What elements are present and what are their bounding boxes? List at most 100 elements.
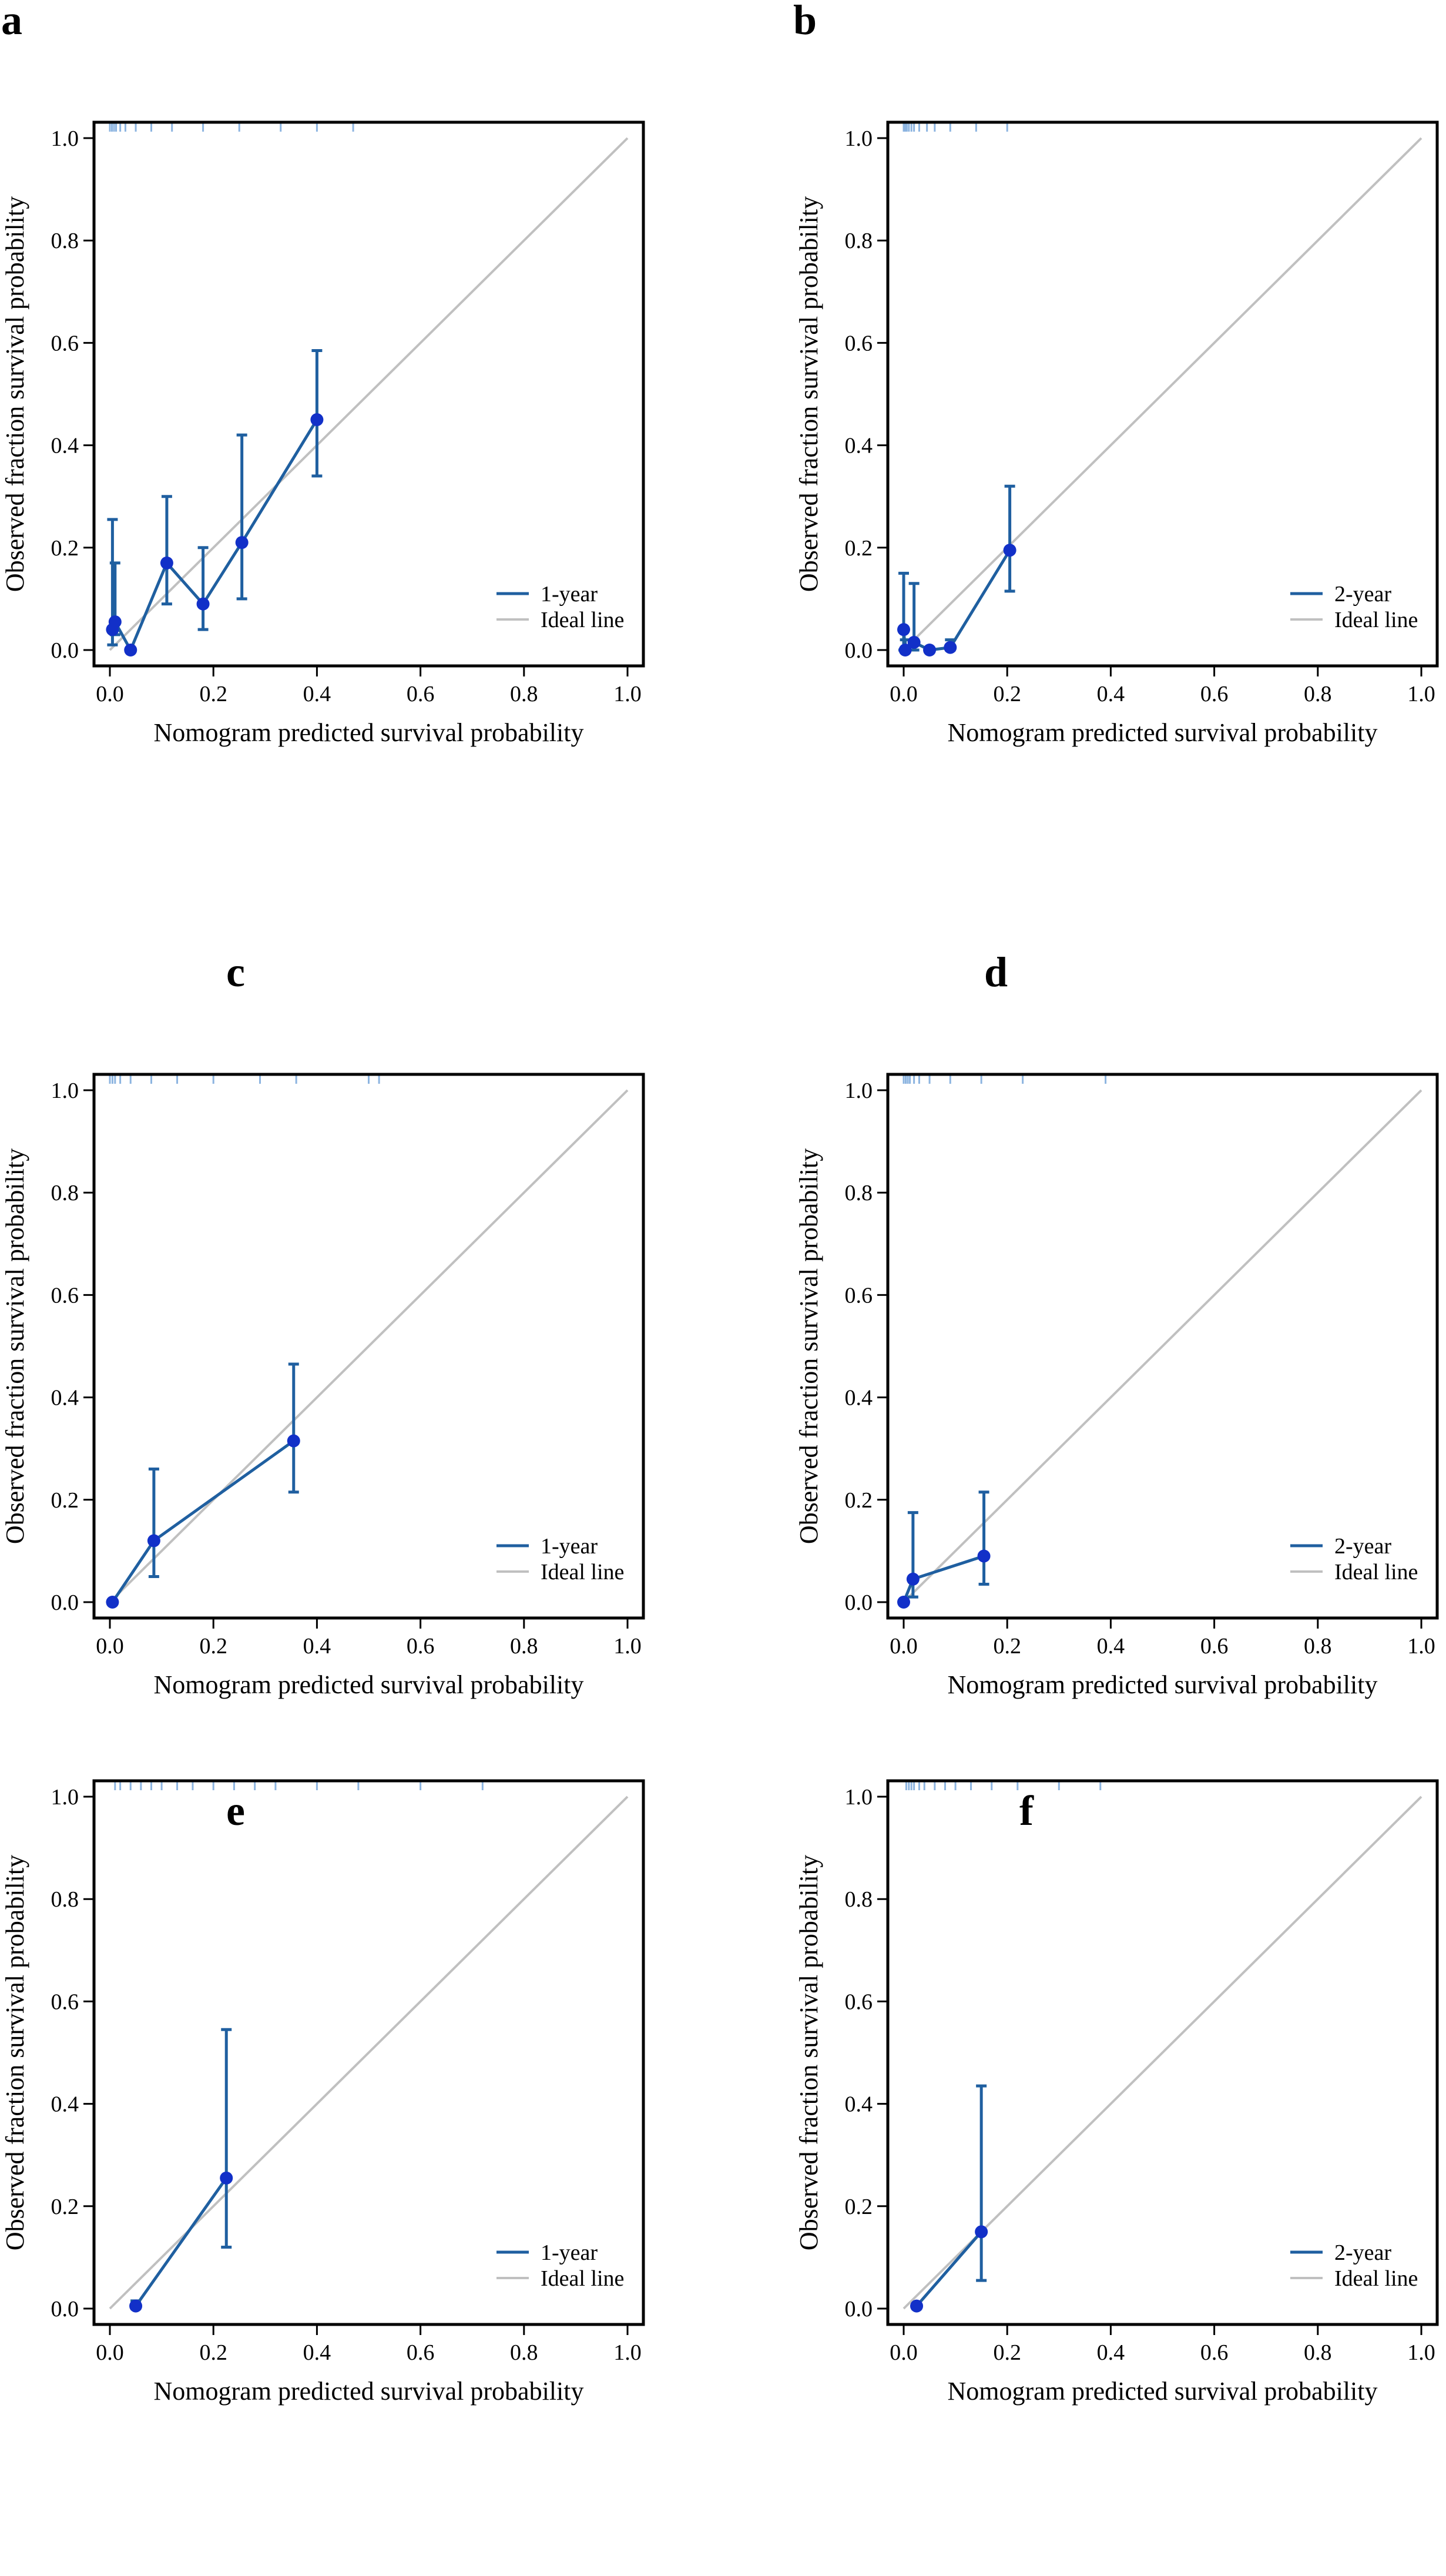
y-tick-label: 0.8 [51,1887,79,1912]
legend-label-ideal: Ideal line [541,1560,624,1585]
ideal-line [109,1089,629,1603]
x-axis-title: Nomogram predicted survival probability [948,718,1378,747]
data-point [287,1434,300,1448]
data-point [1003,544,1016,557]
x-tick-label: 0.6 [407,1634,435,1659]
plot-frame [886,1779,1439,2326]
legend-label-ideal: Ideal line [541,608,624,632]
y-tick-label: 0.4 [51,1386,79,1411]
y-tick-label: 0.6 [845,331,873,356]
y-tick-label: 0.4 [51,2092,79,2117]
y-axis-title: Observed fraction survival probability [794,1855,823,2250]
legend-label-series: 1-year [541,1534,598,1559]
panel-letter: b [793,0,817,43]
data-point [310,413,324,427]
x-tick-label: 0.0 [890,2340,918,2365]
x-tick-label: 0.8 [510,682,538,706]
legend-label-series: 2-year [1334,1534,1391,1559]
legend-label-series: 1-year [541,2240,598,2265]
y-tick-label: 0.4 [51,434,79,458]
data-point [196,597,210,611]
x-tick-label: 0.4 [1097,1634,1125,1659]
data-point [944,641,957,654]
x-axis-title: Nomogram predicted survival probability [948,1670,1378,1699]
y-tick-label: 0.0 [51,1590,79,1615]
y-tick-label: 0.8 [51,229,79,253]
data-point [220,2171,233,2185]
x-tick-label: 1.0 [1407,2340,1435,2365]
x-tick-label: 0.4 [303,682,331,706]
y-tick-label: 0.8 [845,229,873,253]
y-tick-label: 0.6 [51,331,79,356]
y-tick-label: 0.8 [51,1181,79,1205]
y-tick-label: 1.0 [51,1785,79,1810]
y-tick-label: 1.0 [845,1078,873,1103]
data-point [897,1596,910,1609]
y-tick-label: 0.0 [845,2297,873,2322]
ideal-line [903,137,1422,651]
panel-e: e 0.0 0.2 0.4 0.6 0.8 1.0 0.0 0.2 0.4 0.6 0.8 1.0 Nom… [1,1779,645,2406]
data-point [907,635,921,649]
plot-frame [886,120,1439,668]
panel-f: f 0.0 0.2 0.4 0.6 0.8 1.0 0.0 0.2 0.4 0.6 0.8 1.0 Nom… [794,1779,1439,2406]
x-tick-label: 1.0 [613,2340,642,2365]
y-tick-label: 1.0 [845,126,873,151]
x-tick-label: 0.2 [993,682,1021,706]
data-point [975,2225,988,2239]
panel-letter: d [984,949,1008,996]
panel-a: a 0.0 0.2 0.4 0.6 0.8 1.0 0.0 0.2 0.4 0.6 0.8 1.0 Nom… [1,0,645,747]
legend-label-series: 2-year [1334,2240,1391,2265]
y-axis-title: Observed fraction survival probability [1,196,29,592]
y-tick-label: 0.0 [51,638,79,663]
data-point [124,644,137,656]
x-tick-label: 0.2 [199,1634,227,1659]
x-tick-label: 1.0 [613,682,642,706]
y-tick-label: 1.0 [51,1078,79,1103]
y-tick-label: 0.0 [845,1590,873,1615]
x-tick-label: 1.0 [613,1634,642,1659]
x-tick-label: 0.6 [407,2340,435,2365]
plot-frame [886,1073,1439,1620]
x-tick-label: 0.6 [1200,682,1229,706]
plot-frame [92,120,645,668]
x-tick-label: 0.0 [890,682,918,706]
x-tick-label: 0.0 [96,682,124,706]
x-tick-label: 0.0 [96,1634,124,1659]
x-tick-label: 0.0 [890,1634,918,1659]
plot-frame [92,1073,645,1620]
y-axis-title: Observed fraction survival probability [1,1148,29,1544]
y-tick-label: 0.0 [845,638,873,663]
x-tick-label: 0.2 [199,682,227,706]
y-tick-label: 0.2 [51,1488,79,1513]
x-tick-label: 1.0 [1407,682,1435,706]
y-axis-title: Observed fraction survival probability [794,196,823,592]
y-tick-label: 0.6 [51,1989,79,2014]
x-tick-label: 0.8 [1304,682,1332,706]
data-point [106,1596,119,1609]
data-point [160,556,173,570]
x-tick-label: 0.4 [303,2340,331,2365]
y-tick-label: 0.4 [845,1386,873,1411]
legend-label-series: 2-year [1334,582,1391,607]
y-tick-label: 0.2 [845,2195,873,2219]
y-tick-label: 0.0 [51,2297,79,2322]
y-axis-title: Observed fraction survival probability [794,1148,823,1544]
ideal-line [903,1796,1422,2310]
ideal-line [109,137,629,651]
data-point [898,644,912,656]
x-tick-label: 0.2 [993,1634,1021,1659]
data-point [923,644,937,656]
y-tick-label: 0.4 [845,2092,873,2117]
y-tick-label: 0.2 [51,536,79,561]
x-tick-label: 0.2 [199,2340,227,2365]
series-line [135,2177,228,2307]
y-tick-label: 0.6 [845,1283,873,1308]
x-tick-label: 0.4 [1097,2340,1125,2365]
panel-d: d 0.0 0.2 0.4 0.6 0.8 1.0 0.0 0.2 0.4 0.6 0.8 1.0 Nom… [794,949,1439,1699]
series-line [111,1439,295,1603]
x-tick-label: 0.2 [993,2340,1021,2365]
x-axis-title: Nomogram predicted survival probability [154,718,584,747]
panel-c: c 0.0 0.2 0.4 0.6 0.8 1.0 0.0 0.2 0.4 0.6 0.8 1.0 Nom… [1,949,645,1699]
y-tick-label: 0.2 [845,536,873,561]
plot-frame [92,1779,645,2326]
